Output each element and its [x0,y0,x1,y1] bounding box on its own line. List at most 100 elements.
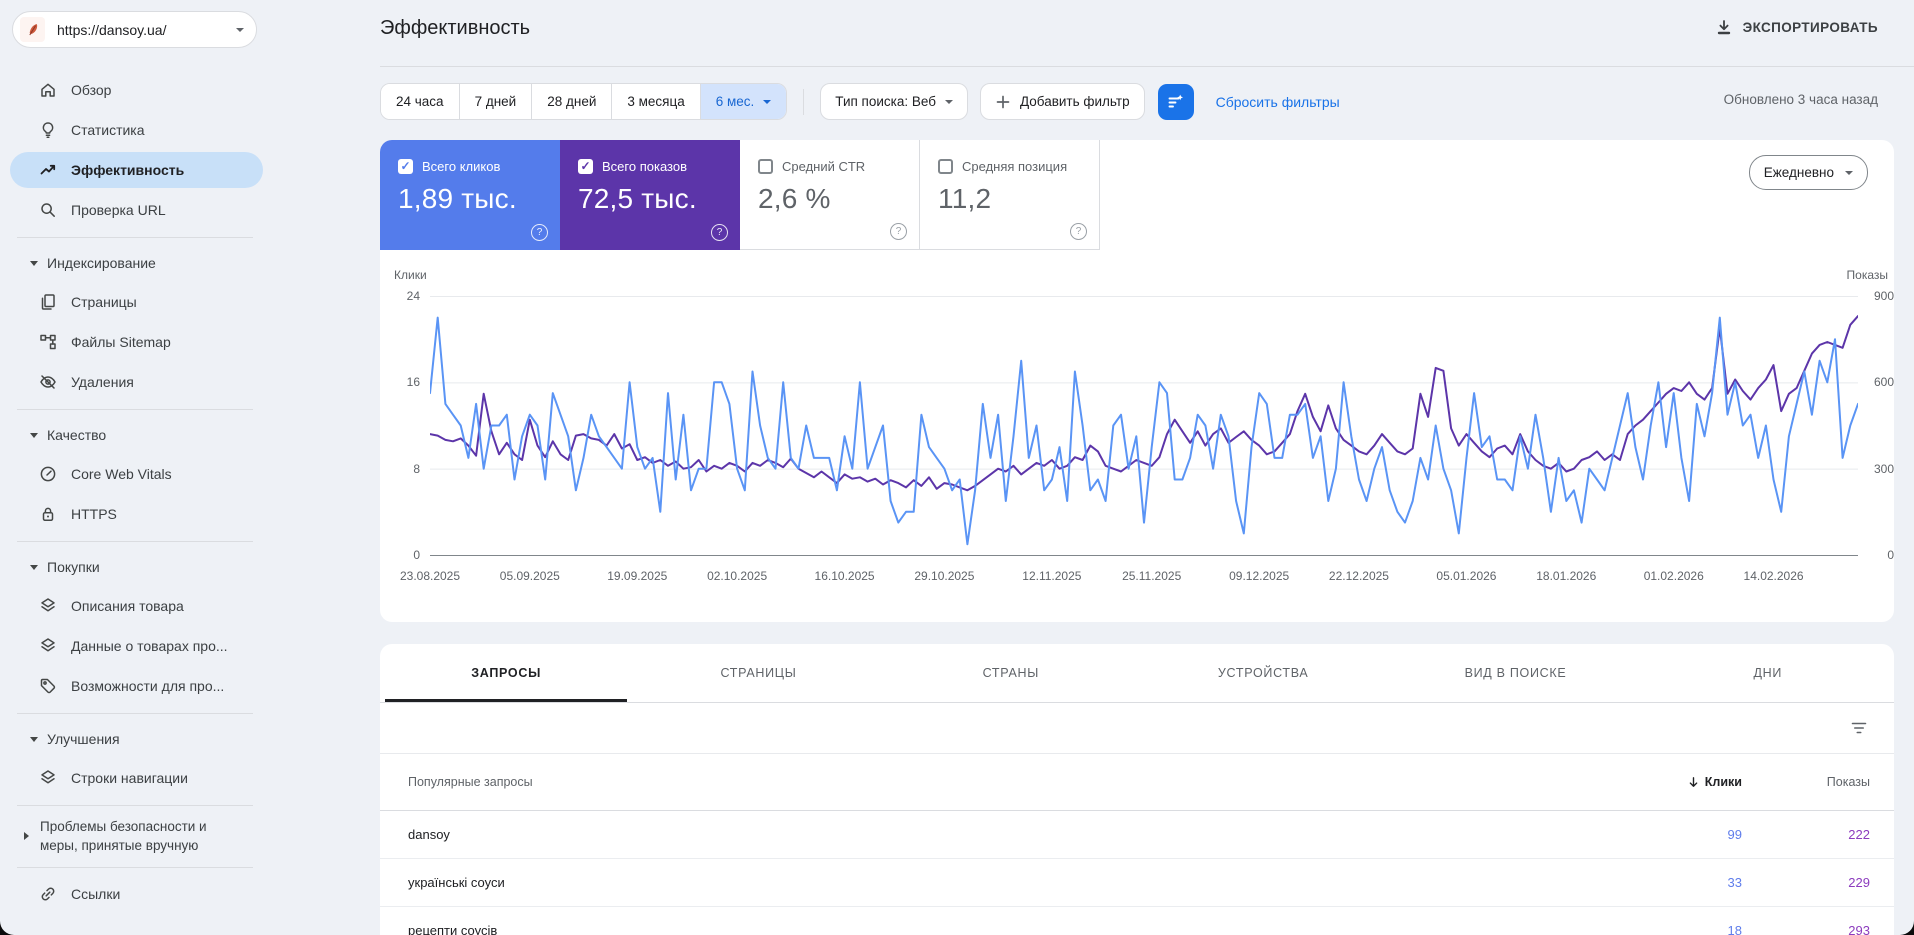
metric-card-clicks[interactable]: Всего кликов 1,89 тыс. ? [380,140,560,250]
range-3m-button[interactable]: 3 месяца [612,84,701,119]
tab-search-appearance[interactable]: ВИД В ПОИСКЕ [1464,666,1567,680]
table-row[interactable]: dansoy 99 222 [380,811,1894,859]
performance-chart: Клики Показы 24 16 8 0 900 600 300 0 23.08.202… [394,268,1894,583]
checkbox-checked-icon[interactable] [398,159,413,174]
column-header-impressions[interactable]: Показы [1826,775,1870,789]
sidebar-section-enhancements[interactable]: Улучшения [0,720,273,758]
metric-card-position[interactable]: Средняя позиция 11,2 ? [920,140,1100,250]
sidebar-item-https[interactable]: HTTPS [0,494,273,534]
clicks-cell[interactable]: 33 [1727,875,1742,890]
sidebar-section-quality[interactable]: Качество [0,416,273,454]
sidebar-item-opportunities[interactable]: Возможности для про... [0,666,273,706]
impressions-cell[interactable]: 229 [1848,875,1870,890]
metric-label: Всего кликов [422,159,501,174]
performance-panel: Всего кликов 1,89 тыс. ? Всего показов 7… [380,140,1894,622]
sidebar-item-pages[interactable]: Страницы [0,282,273,322]
sidebar-item-links[interactable]: Ссылки [0,874,273,914]
tab-countries[interactable]: СТРАНЫ [982,666,1040,680]
range-6m-button[interactable]: 6 мес. [700,84,787,119]
metric-card-impressions[interactable]: Всего показов 72,5 тыс. ? [560,140,740,250]
tab-dates[interactable]: ДНИ [1753,666,1783,680]
filter-list-icon[interactable] [1850,719,1868,737]
query-cell[interactable]: українські соуси [408,875,505,890]
sidebar-item-insights[interactable]: Статистика [0,110,273,150]
header-divider [380,66,1914,67]
trending-up-icon [38,160,58,180]
layers-icon [38,636,58,656]
chart-canvas[interactable] [429,296,1859,556]
table-row[interactable]: рецепти соусів 18 293 [380,907,1894,935]
column-header-query[interactable]: Популярные запросы [408,775,533,789]
help-icon[interactable]: ? [531,224,548,241]
chevron-down-icon [30,736,38,742]
eye-off-icon [38,372,58,392]
page-title: Эффективность [380,17,531,39]
lightbulb-icon [38,120,58,140]
sidebar-item-merchant-listings[interactable]: Данные о товарах про... [0,626,273,666]
sidebar-item-performance[interactable]: Эффективность [0,150,273,190]
checkbox-unchecked-icon[interactable] [938,159,953,174]
gauge-icon [38,464,58,484]
tab-pages[interactable]: СТРАНИЦЫ [720,666,797,680]
tab-devices[interactable]: УСТРОЙСТВА [1217,666,1309,680]
help-icon[interactable]: ? [1070,223,1087,240]
chevron-right-icon [24,832,29,840]
layers-icon [38,596,58,616]
sidebar-divider [0,534,273,548]
sitemap-icon [38,332,58,352]
dimensions-panel: ЗАПРОСЫ СТРАНИЦЫ СТРАНЫ УСТРОЙСТВА ВИД В… [380,644,1894,935]
tag-icon [38,676,58,696]
chevron-down-icon [1845,170,1853,175]
impressions-cell[interactable]: 222 [1848,827,1870,842]
filter-bar: 24 часа 7 дней 28 дней 3 месяца 6 мес. Т… [380,83,1340,120]
sidebar-item-url-inspection[interactable]: Проверка URL [0,190,273,230]
chevron-down-icon [30,564,38,570]
metric-value: 11,2 [938,183,992,214]
table-row[interactable]: українські соуси 33 229 [380,859,1894,907]
chevron-down-icon [763,99,772,104]
sidebar-divider [0,230,273,244]
metric-value: 1,89 тыс. [398,183,517,214]
metric-card-ctr[interactable]: Средний CTR 2,6 % ? [740,140,920,250]
sidebar-item-core-web-vitals[interactable]: Core Web Vitals [0,454,273,494]
sidebar-section-shopping[interactable]: Покупки [0,548,273,586]
range-24h-button[interactable]: 24 часа [381,84,460,119]
search-type-button[interactable]: Тип поиска: Веб [820,83,968,120]
add-filter-button[interactable]: Добавить фильтр [979,83,1145,120]
metric-value: 2,6 % [758,183,831,214]
column-header-clicks[interactable]: Клики [1622,775,1742,789]
site-favicon [20,17,45,42]
range-7d-button[interactable]: 7 дней [459,84,533,119]
range-28d-button[interactable]: 28 дней [532,84,613,119]
sidebar-item-overview[interactable]: Обзор [0,70,273,110]
sidebar-item-product-snippets[interactable]: Описания товара [0,586,273,626]
smart-filter-button[interactable] [1157,83,1194,120]
tab-queries[interactable]: ЗАПРОСЫ [380,644,632,702]
checkbox-unchecked-icon[interactable] [758,159,773,174]
clicks-cell[interactable]: 18 [1727,923,1742,935]
plus-icon [996,95,1010,108]
table-toolbar [380,703,1894,754]
sidebar-divider [0,706,273,720]
export-button[interactable]: ЭКСПОРТИРОВАТЬ [1715,18,1878,36]
help-icon[interactable]: ? [890,223,907,240]
granularity-dropdown[interactable]: Ежедневно [1748,155,1868,190]
checkbox-checked-icon[interactable] [578,159,593,174]
chevron-down-icon [944,99,953,104]
sidebar-item-removals[interactable]: Удаления [0,362,273,402]
reset-filters-link[interactable]: Сбросить фильтры [1215,93,1340,110]
property-url: https://dansoy.ua/ [57,21,167,38]
sidebar-item-sitemaps[interactable]: Файлы Sitemap [0,322,273,362]
query-cell[interactable]: рецепти соусів [408,923,498,935]
impressions-cell[interactable]: 293 [1848,923,1870,935]
left-axis-title: Клики [394,268,427,282]
sidebar-section-indexing[interactable]: Индексирование [0,244,273,282]
property-selector[interactable]: https://dansoy.ua/ [12,11,257,48]
query-cell[interactable]: dansoy [408,827,450,842]
help-icon[interactable]: ? [711,224,728,241]
sidebar-item-security[interactable]: Проблемы безопасности и меры, принятые в… [0,812,273,860]
sidebar-item-breadcrumbs[interactable]: Строки навигации [0,758,273,798]
metric-label: Всего показов [602,159,687,174]
dimension-tabs: ЗАПРОСЫ СТРАНИЦЫ СТРАНЫ УСТРОЙСТВА ВИД В… [380,644,1894,703]
clicks-cell[interactable]: 99 [1727,827,1742,842]
